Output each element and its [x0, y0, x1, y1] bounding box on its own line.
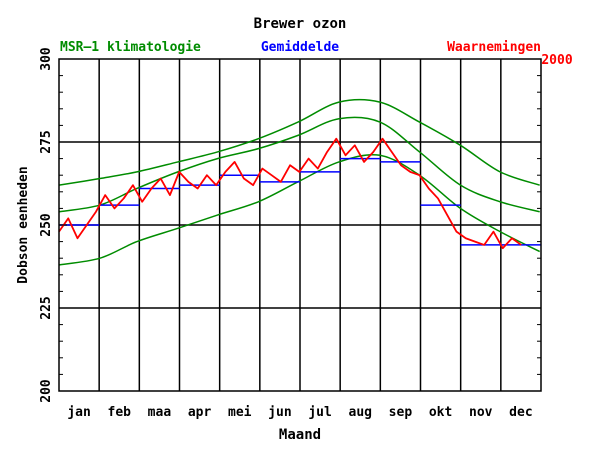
x-tick-label-jul: jul: [308, 405, 331, 420]
x-tick-label-feb: feb: [108, 405, 132, 420]
climatology-upper-line: [58, 98, 540, 186]
y-tick-label: 200: [39, 379, 54, 403]
legend-mean: Gemiddelde: [261, 40, 339, 55]
x-tick-label-mei: mei: [228, 405, 252, 420]
y-tick-label: 225: [39, 296, 54, 319]
y-tick-label: 300: [39, 47, 54, 71]
y-axis-label: Dobson eenheden: [16, 166, 31, 283]
x-tick-label-apr: apr: [188, 405, 212, 420]
legend-climatology: MSR–1 klimatologie: [60, 40, 201, 55]
x-tick-label-nov: nov: [469, 405, 493, 420]
label-layer: 200 225 250 275 300 jan feb maa apr mei jun jul aug s…: [39, 47, 533, 420]
tick-layer: [59, 58, 541, 392]
observations-line: [58, 137, 522, 250]
x-tick-label-jan: jan: [67, 405, 90, 420]
climatology-mean-line: [58, 116, 540, 213]
x-tick-label-okt: okt: [429, 405, 452, 420]
chart-title: Brewer ozon: [254, 16, 347, 32]
legend-observations: Waarnemingen: [447, 40, 541, 55]
observations-layer: [58, 137, 522, 250]
x-tick-label-maa: maa: [148, 405, 172, 420]
x-tick-label-dec: dec: [509, 405, 532, 420]
x-axis-label: Maand: [279, 427, 321, 443]
x-tick-label-aug: aug: [349, 405, 372, 420]
y-tick-label: 250: [39, 213, 54, 237]
monthly-mean-layer: [59, 157, 541, 246]
grid-layer: [59, 59, 541, 391]
x-tick-label-jun: jun: [268, 405, 291, 420]
x-tick-label-sep: sep: [389, 405, 413, 420]
year-label: 2000: [541, 53, 572, 68]
y-tick-label: 275: [39, 130, 54, 153]
